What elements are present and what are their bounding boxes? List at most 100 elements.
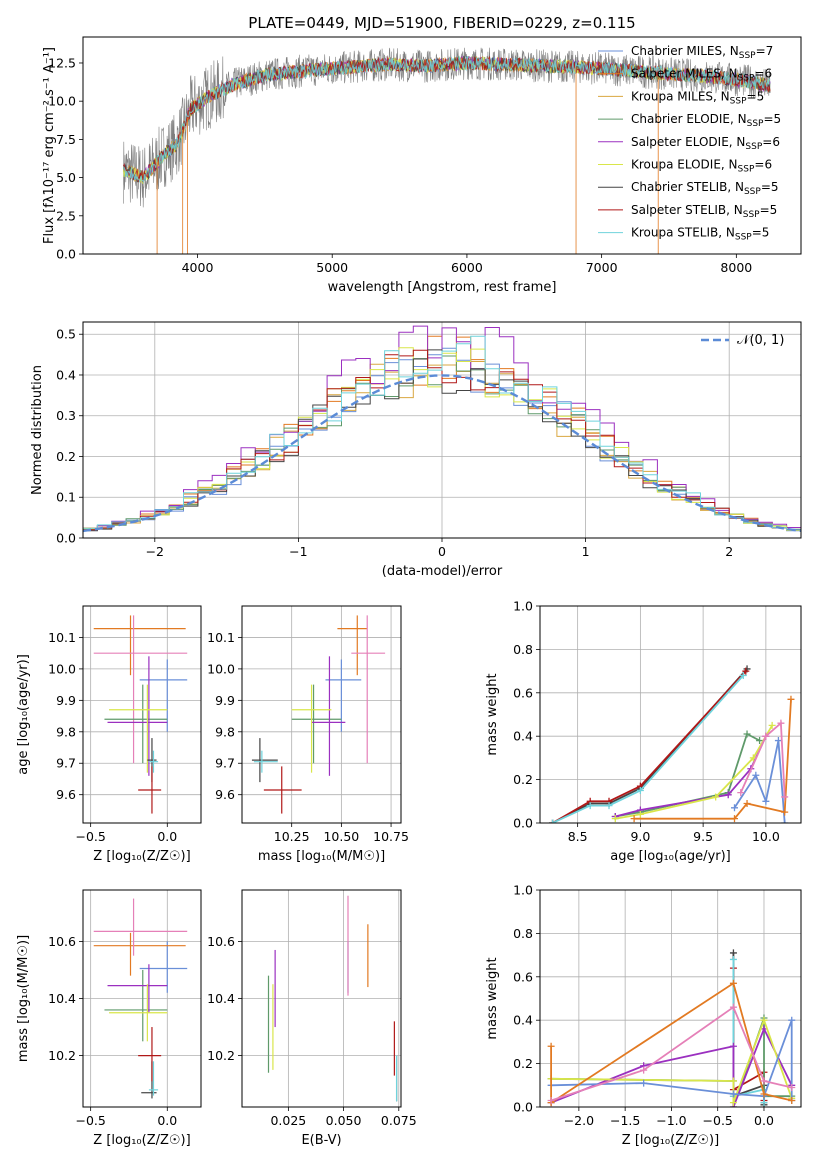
legend-label: Salpeter MILES, NSSP=6 — [631, 67, 772, 84]
weight-marker — [636, 810, 644, 818]
y-tick-label: 0.8 — [513, 926, 533, 941]
weight-marker — [762, 797, 770, 805]
y-tick-label: 0.4 — [513, 1013, 533, 1028]
weight-marker — [547, 1042, 555, 1050]
plot-area — [83, 325, 801, 533]
errorbar-point — [138, 766, 162, 814]
y-tick-label: 0.0 — [513, 816, 533, 831]
x-tick-label: 10.75 — [373, 829, 409, 844]
weight-marker — [756, 737, 764, 745]
axes-frame — [241, 605, 402, 824]
y-tick-label: 0.0 — [56, 247, 76, 262]
legend-label: Chabrier ELODIE, NSSP=5 — [631, 112, 781, 129]
weight-marker — [611, 815, 619, 823]
axes-frame — [82, 605, 202, 824]
weight-marker — [742, 667, 750, 675]
y-tick-label: 10.2 — [48, 1048, 76, 1063]
panel-Z-age: −0.5 0.0 9.6 9.7 9.8 9.9 10.0 10.1 Z [log₁₀(Z/Z☉… — [16, 605, 202, 864]
y-tick-label: 10.0 — [207, 661, 235, 676]
errorbar-point — [104, 969, 168, 1042]
x-tick-label: 2 — [725, 544, 733, 559]
errorbar-point — [138, 1027, 162, 1082]
errorbar-point — [253, 750, 278, 773]
weight-marker — [737, 789, 745, 797]
x-tick-label: −0.5 — [75, 1113, 105, 1128]
weight-marker — [640, 1066, 648, 1074]
plot-area — [251, 615, 386, 814]
errorbar-point — [93, 615, 188, 764]
y-tick-label: 0.1 — [56, 490, 76, 505]
weight-line — [551, 1019, 793, 1101]
weight-line — [552, 668, 748, 823]
weight-marker — [774, 737, 782, 745]
y-tick-label: 0.5 — [56, 327, 76, 342]
x-tick-label: 0.0 — [157, 1113, 177, 1128]
axes-frame — [82, 321, 802, 539]
plot-area — [93, 898, 188, 1099]
axes-frame — [539, 605, 802, 824]
weight-marker — [729, 949, 737, 957]
x-tick-label: 0.0 — [157, 829, 177, 844]
legend-label: Salpeter ELODIE, NSSP=6 — [631, 135, 780, 152]
y-tick-label: 9.8 — [215, 724, 235, 739]
weight-marker — [777, 719, 785, 727]
y-tick-label: 2.5 — [56, 208, 76, 223]
errorbar-point — [263, 766, 302, 814]
weight-marker — [605, 802, 613, 810]
y-tick-label: 0.6 — [513, 969, 533, 984]
y-tick-label: 9.7 — [215, 756, 235, 771]
plot-area — [93, 615, 188, 814]
weight-marker — [730, 815, 738, 823]
errorbar-point — [325, 659, 362, 732]
axes-frame — [82, 889, 202, 1108]
weight-marker — [640, 1079, 648, 1087]
weight-marker — [743, 730, 751, 738]
errorbar-point — [139, 941, 188, 993]
x-tick-label: 0.0 — [754, 1113, 774, 1128]
weight-line — [552, 670, 747, 823]
plot-area — [547, 949, 796, 1107]
legend-label: 𝒩(0, 1) — [737, 333, 784, 348]
x-tick-label: 9.0 — [630, 829, 650, 844]
weight-marker — [729, 1099, 737, 1107]
weight-marker — [760, 1016, 768, 1024]
weight-marker — [729, 1042, 737, 1050]
x-axis-label: (data-model)/error — [382, 564, 503, 579]
x-axis-label: mass [log₁₀(M/M☉)] — [258, 849, 385, 864]
weight-marker — [781, 819, 789, 823]
y-tick-label: 10.4 — [207, 991, 235, 1006]
plot-area — [267, 895, 398, 1102]
y-tick-label: 10.0 — [48, 661, 76, 676]
x-tick-label: 9.5 — [693, 829, 713, 844]
x-tick-label: −1 — [289, 544, 307, 559]
y-tick-label: 10.6 — [207, 934, 235, 949]
weight-marker — [788, 1096, 796, 1104]
figure-title: PLATE=0449, MJD=51900, FIBERID=0229, z=0… — [248, 14, 635, 32]
errorbar-point — [109, 684, 168, 773]
model-spectrum — [123, 56, 771, 184]
y-tick-label: 9.9 — [56, 693, 76, 708]
errorbar-point — [291, 684, 342, 764]
weight-marker — [729, 979, 737, 987]
errorbar-point — [107, 964, 168, 1013]
errorbar-point — [104, 684, 168, 764]
errorbar-point — [148, 750, 159, 773]
legend-label: Salpeter STELIB, NSSP=5 — [631, 203, 777, 220]
errorbar-point — [141, 1061, 157, 1099]
weight-marker — [781, 793, 789, 801]
x-tick-label: 7000 — [586, 260, 618, 275]
weight-marker — [760, 1090, 768, 1098]
weight-marker — [729, 1003, 737, 1011]
x-tick-label: −0.5 — [703, 1113, 733, 1128]
axes-frame — [82, 36, 802, 255]
legend-label: Chabrier STELIB, NSSP=5 — [631, 180, 779, 197]
y-tick-label: 1.0 — [513, 599, 533, 614]
y-tick-label: 0.2 — [513, 772, 533, 787]
normal-curve — [83, 374, 801, 533]
weight-marker — [586, 802, 594, 810]
y-axis-label: mass weight — [485, 673, 500, 755]
weight-marker — [724, 791, 732, 799]
panel-spectrum: 4000 5000 6000 7000 8000 0.0 2.5 5.0 7.5 10.0 12.5… — [42, 36, 802, 295]
x-tick-label: 0.050 — [326, 1113, 362, 1128]
errorbar-point — [109, 984, 168, 1042]
